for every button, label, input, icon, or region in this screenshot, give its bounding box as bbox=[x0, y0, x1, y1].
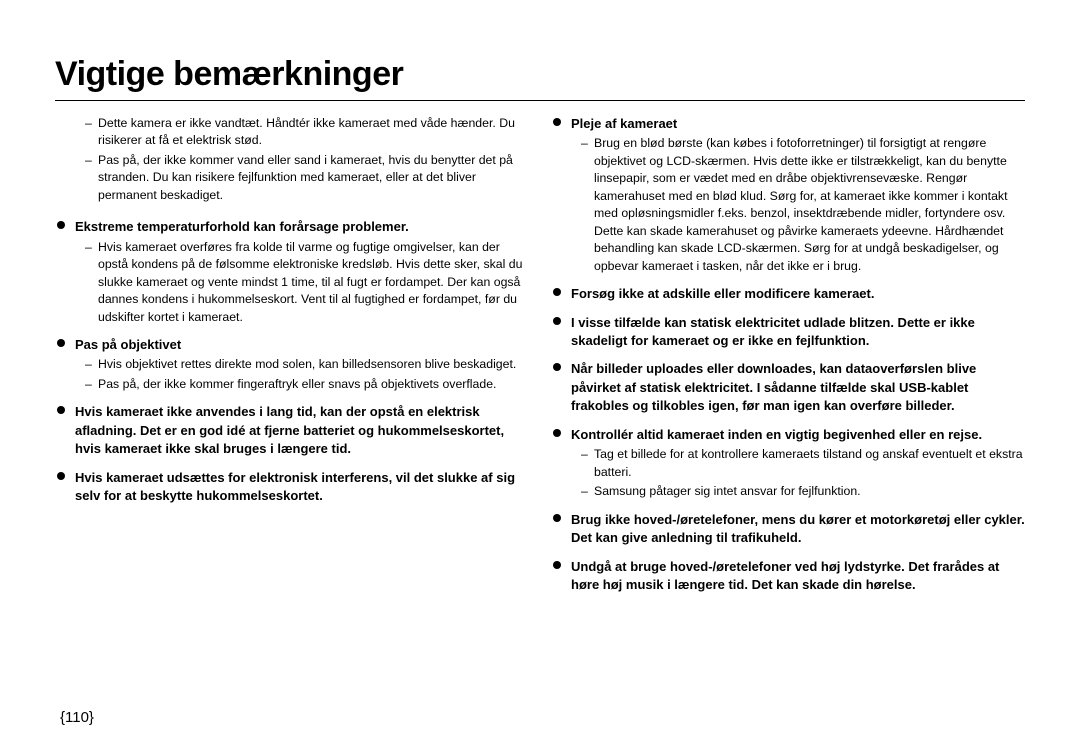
bullet-head: I visse tilfælde kan statisk elektricite… bbox=[571, 314, 1025, 351]
bullet-disassemble: Forsøg ikke at adskille eller modificere… bbox=[551, 285, 1025, 303]
intro-item: Pas på, der ikke kommer vand eller sand … bbox=[85, 152, 529, 204]
right-column: Pleje af kameraet Brug en blød børste (k… bbox=[551, 115, 1025, 604]
bullet-usb-static: Når billeder uploades eller downloades, … bbox=[551, 360, 1025, 415]
sub-list: Hvis objektivet rettes direkte mod solen… bbox=[75, 356, 529, 393]
columns: Dette kamera er ikke vandtæt. Håndtér ik… bbox=[55, 115, 1025, 604]
bullet-head: Undgå at bruge hoved-/øretelefoner ved h… bbox=[571, 558, 1025, 595]
bullet-head: Hvis kameraet ikke anvendes i lang tid, … bbox=[75, 403, 529, 458]
bullet-interference: Hvis kameraet udsættes for elektronisk i… bbox=[55, 469, 529, 506]
bullet-head: Ekstreme temperaturforhold kan forårsage… bbox=[75, 218, 529, 236]
bullet-check-before: Kontrollér altid kameraet inden en vigti… bbox=[551, 426, 1025, 501]
sub-item: Hvis kameraet overføres fra kolde til va… bbox=[85, 239, 529, 326]
page-title: Vigtige bemærkninger bbox=[55, 55, 1025, 94]
bullet-head: Brug ikke hoved-/øretelefoner, mens du k… bbox=[571, 511, 1025, 548]
sub-item: Hvis objektivet rettes direkte mod solen… bbox=[85, 356, 529, 373]
bullet-head: Når billeder uploades eller downloades, … bbox=[571, 360, 1025, 415]
sub-item: Samsung påtager sig intet ansvar for fej… bbox=[581, 483, 1025, 500]
bullet-static-flash: I visse tilfælde kan statisk elektricite… bbox=[551, 314, 1025, 351]
left-column: Dette kamera er ikke vandtæt. Håndtér ik… bbox=[55, 115, 529, 604]
bullet-head: Kontrollér altid kameraet inden en vigti… bbox=[571, 426, 1025, 444]
sub-list: Tag et billede for at kontrollere kamera… bbox=[571, 446, 1025, 500]
bullet-head: Pleje af kameraet bbox=[571, 115, 1025, 133]
intro-item: Dette kamera er ikke vandtæt. Håndtér ik… bbox=[85, 115, 529, 150]
sub-list: Hvis kameraet overføres fra kolde til va… bbox=[75, 239, 529, 326]
bullet-head: Pas på objektivet bbox=[75, 336, 529, 354]
bullet-long-idle: Hvis kameraet ikke anvendes i lang tid, … bbox=[55, 403, 529, 458]
title-rule bbox=[55, 100, 1025, 101]
bullet-head: Hvis kameraet udsættes for elektronisk i… bbox=[75, 469, 529, 506]
sub-list: Brug en blød børste (kan købes i fotofor… bbox=[571, 135, 1025, 275]
page-number: {110} bbox=[60, 709, 94, 726]
intro-dash-list: Dette kamera er ikke vandtæt. Håndtér ik… bbox=[55, 115, 529, 204]
page: Vigtige bemærkninger Dette kamera er ikk… bbox=[0, 0, 1080, 752]
sub-item: Tag et billede for at kontrollere kamera… bbox=[581, 446, 1025, 481]
sub-item: Brug en blød børste (kan købes i fotofor… bbox=[581, 135, 1025, 275]
bullet-care: Pleje af kameraet Brug en blød børste (k… bbox=[551, 115, 1025, 275]
bullet-headphones-driving: Brug ikke hoved-/øretelefoner, mens du k… bbox=[551, 511, 1025, 548]
bullet-temperature: Ekstreme temperaturforhold kan forårsage… bbox=[55, 218, 529, 326]
bullet-head: Forsøg ikke at adskille eller modificere… bbox=[571, 285, 1025, 303]
bullet-headphones-volume: Undgå at bruge hoved-/øretelefoner ved h… bbox=[551, 558, 1025, 595]
bullet-lens: Pas på objektivet Hvis objektivet rettes… bbox=[55, 336, 529, 393]
sub-item: Pas på, der ikke kommer fingeraftryk ell… bbox=[85, 376, 529, 393]
